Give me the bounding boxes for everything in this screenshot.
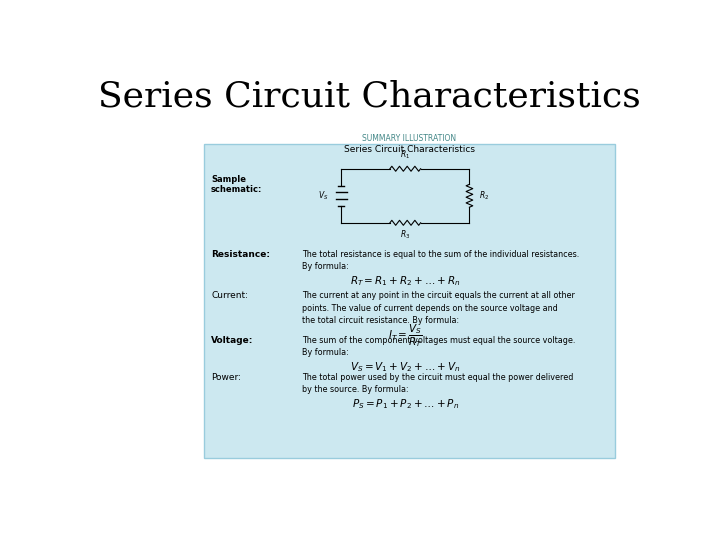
Text: SUMMARY ILLUSTRATION: SUMMARY ILLUSTRATION [362, 134, 456, 143]
Text: Current:: Current: [211, 292, 248, 300]
Text: $I_T = \dfrac{V_S}{R_T}$: $I_T = \dfrac{V_S}{R_T}$ [388, 322, 423, 349]
Text: Power:: Power: [211, 373, 241, 382]
Text: Series Circuit Characteristics: Series Circuit Characteristics [98, 79, 640, 113]
Text: Series Circuit Characteristics: Series Circuit Characteristics [344, 145, 475, 154]
Text: Voltage:: Voltage: [211, 336, 253, 345]
Text: The total power used by the circuit must equal the power delivered
by the source: The total power used by the circuit must… [302, 373, 573, 395]
Text: The total resistance is equal to the sum of the individual resistances.
By formu: The total resistance is equal to the sum… [302, 250, 580, 271]
FancyBboxPatch shape [204, 144, 615, 458]
Text: $R_3$: $R_3$ [400, 228, 410, 241]
Text: $P_S = P_1 + P_2 + \ldots + P_n$: $P_S = P_1 + P_2 + \ldots + P_n$ [351, 397, 459, 411]
Text: The sum of the component voltages must equal the source voltage.
By formula:: The sum of the component voltages must e… [302, 336, 575, 357]
Text: $R_T = R_1 + R_2 + \ldots + R_n$: $R_T = R_1 + R_2 + \ldots + R_n$ [350, 274, 461, 288]
Text: Sample
schematic:: Sample schematic: [211, 175, 263, 194]
Text: $V_S = V_1 + V_2 + \ldots + V_n$: $V_S = V_1 + V_2 + \ldots + V_n$ [350, 360, 461, 374]
Text: $V_S$: $V_S$ [318, 190, 329, 202]
Text: The current at any point in the circuit equals the current at all other
points. : The current at any point in the circuit … [302, 292, 575, 325]
Text: $R_1$: $R_1$ [400, 148, 410, 161]
Text: Resistance:: Resistance: [211, 250, 270, 259]
Text: $R_2$: $R_2$ [480, 190, 490, 202]
